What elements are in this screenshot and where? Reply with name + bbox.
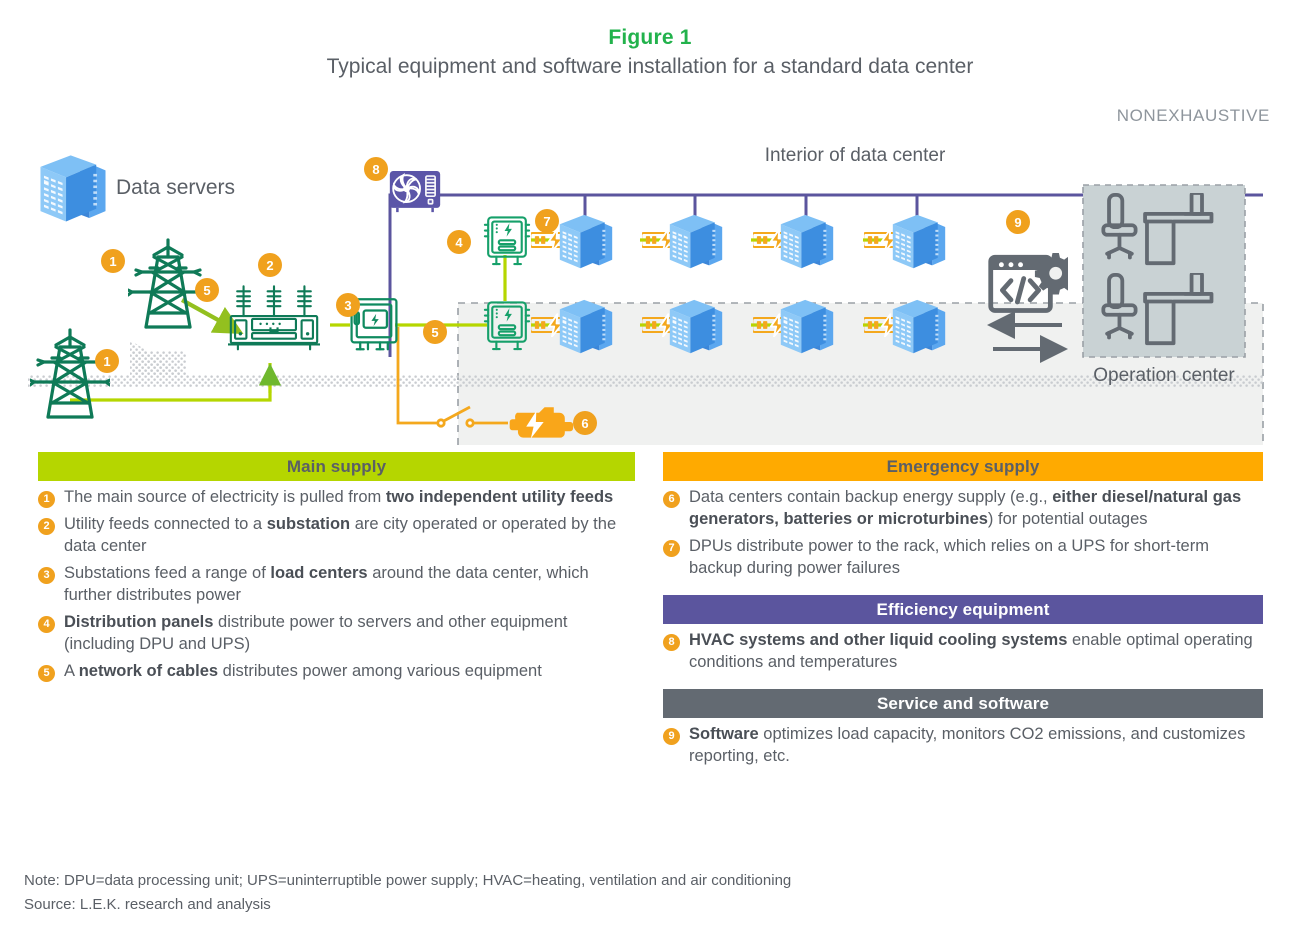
legend-column-right: Emergency supply 6 Data centers contain … — [663, 452, 1263, 773]
hvac-unit-icon — [389, 169, 441, 214]
server-rack-icon — [669, 214, 723, 269]
svg-text:3: 3 — [344, 298, 351, 313]
item-number: 5 — [38, 664, 55, 682]
server-rack-icon — [780, 299, 834, 354]
item-text: HVAC systems and other liquid cooling sy… — [689, 630, 1253, 671]
nonexhaustive-note: NONEXHAUSTIVE — [1116, 106, 1270, 125]
server-rack-icon — [669, 299, 723, 354]
legend-items-efficiency-equipment: 8 HVAC systems and other liquid cooling … — [663, 624, 1263, 674]
legend-items-emergency-supply: 6 Data centers contain backup energy sup… — [663, 481, 1263, 580]
svg-text:1: 1 — [103, 354, 110, 369]
spacer — [663, 585, 1263, 595]
legend-header-emergency-supply: Emergency supply — [663, 452, 1263, 481]
marker-4: 4 — [447, 230, 471, 254]
svg-text:5: 5 — [431, 325, 438, 340]
server-rack-icon — [559, 299, 613, 354]
list-item: 6 Data centers contain backup energy sup… — [663, 487, 1263, 531]
marker-5: 5 — [195, 278, 219, 302]
interior-label: Interior of data center — [765, 145, 946, 166]
spacer — [663, 679, 1263, 689]
transmission-tower-icon — [128, 238, 208, 329]
svg-text:2: 2 — [266, 258, 273, 273]
item-number: 7 — [663, 539, 680, 557]
legend-items-service-and-software: 9 Software optimizes load capacity, moni… — [663, 718, 1263, 768]
server-rack-icon — [780, 214, 834, 269]
item-number: 2 — [38, 517, 55, 535]
list-item: 5 A network of cables distributes power … — [38, 661, 635, 683]
item-number: 3 — [38, 566, 55, 584]
marker-2: 2 — [258, 253, 282, 277]
item-text: Distribution panels distribute power to … — [64, 612, 568, 653]
list-item: 8 HVAC systems and other liquid cooling … — [663, 630, 1263, 674]
server-rack-icon — [892, 299, 946, 354]
item-number: 6 — [663, 491, 680, 508]
marker-1: 1 — [101, 249, 125, 273]
operation-center-label: Operation center — [1093, 365, 1235, 386]
svg-text:9: 9 — [1014, 215, 1021, 230]
footnote-note: Note: DPU=data processing unit; UPS=unin… — [24, 872, 792, 889]
marker-7: 7 — [535, 209, 559, 233]
item-number: 8 — [663, 633, 680, 651]
list-item: 2 Utility feeds connected to a substatio… — [38, 514, 635, 558]
legend-items-main-supply: 1 The main source of electricity is pull… — [38, 481, 635, 683]
marker-1b: 1 — [95, 349, 119, 373]
svg-text:5: 5 — [203, 283, 210, 298]
legend-column-left: Main supply 1 The main source of electri… — [38, 452, 635, 688]
svg-text:6: 6 — [581, 416, 588, 431]
list-item: 4 Distribution panels distribute power t… — [38, 612, 635, 656]
item-text: Substations feed a range of load centers… — [64, 563, 589, 604]
legend-header-main-supply: Main supply — [38, 452, 635, 481]
item-text: A network of cables distributes power am… — [64, 661, 542, 680]
emergency-cable — [396, 327, 508, 428]
data-servers-label: Data servers — [116, 176, 235, 199]
server-rack-icon — [892, 214, 946, 269]
list-item: 7 DPUs distribute power to the rack, whi… — [663, 536, 1263, 580]
marker-3: 3 — [336, 293, 360, 317]
data-center-diagram: Data servers Interior of data center Ope… — [0, 135, 1300, 445]
marker-5b: 5 — [423, 320, 447, 344]
transmission-tower-icon — [30, 328, 110, 419]
svg-text:7: 7 — [543, 214, 550, 229]
item-number: 1 — [38, 491, 55, 508]
list-item: 3 Substations feed a range of load cente… — [38, 563, 635, 607]
marker-9: 9 — [1006, 210, 1030, 234]
legend-header-efficiency-equipment: Efficiency equipment — [663, 594, 1263, 624]
software-code-gear-icon — [991, 253, 1077, 310]
svg-text:1: 1 — [109, 254, 116, 269]
supply-arrow — [180, 298, 244, 335]
svg-text:4: 4 — [455, 235, 463, 250]
page-title: Typical equipment and software installat… — [326, 55, 974, 78]
marker-6: 6 — [573, 411, 597, 435]
ground-texture — [28, 340, 1263, 387]
item-text: Software optimizes load capacity, monito… — [689, 724, 1246, 765]
item-text: Data centers contain backup energy suppl… — [689, 488, 1242, 528]
legend-header-service-and-software: Service and software — [663, 688, 1263, 718]
list-item: 9 Software optimizes load capacity, moni… — [663, 724, 1263, 768]
footer-notes: Note: DPU=data processing unit; UPS=unin… — [24, 869, 791, 917]
item-text: Utility feeds connected to a substation … — [64, 514, 617, 555]
substation-icon — [228, 284, 320, 351]
data-exchange-arrows — [987, 311, 1068, 363]
item-number: 4 — [38, 615, 55, 633]
data-servers-logo-icon — [40, 155, 106, 222]
item-text: The main source of electricity is pulled… — [64, 488, 614, 506]
svg-text:8: 8 — [372, 162, 379, 177]
list-item: 1 The main source of electricity is pull… — [38, 487, 635, 509]
marker-8: 8 — [364, 157, 388, 181]
server-rack-icon — [559, 214, 613, 269]
item-number: 9 — [663, 727, 680, 745]
item-text: DPUs distribute power to the rack, which… — [689, 536, 1209, 577]
distribution-panel-icon — [483, 216, 531, 266]
footnote-source: Source: L.E.K. research and analysis — [24, 896, 271, 913]
figure-label: Figure 1 — [608, 26, 692, 49]
